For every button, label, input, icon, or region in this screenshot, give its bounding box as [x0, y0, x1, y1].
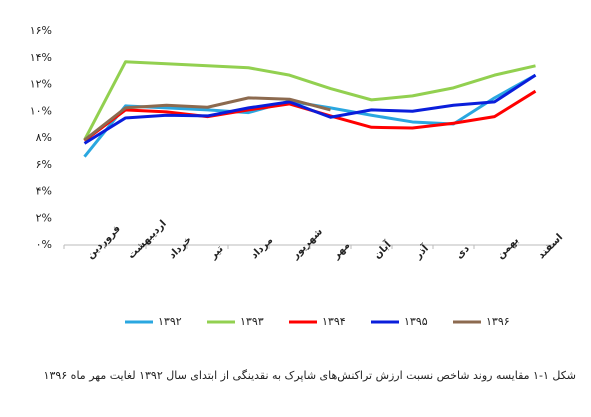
series-line	[83, 60, 536, 141]
y-tick-label: ۲%	[36, 211, 52, 224]
legend-label: ۱۳۹۳	[240, 315, 264, 328]
x-tick-label: مرداد	[249, 235, 275, 261]
x-tick-label: بهمن	[495, 235, 521, 261]
legend-label: ۱۳۹۶	[486, 315, 510, 328]
y-tick-label: ۱۲%	[30, 78, 52, 91]
y-tick-label: ۱۰%	[30, 104, 52, 117]
y-tick-label: ۸%	[36, 131, 52, 144]
chart-title: شکل ۱-۱ مقایسه روند شاخص نسبت ارزش تراکن…	[44, 369, 576, 382]
x-tick-label: اسفند	[536, 232, 565, 261]
legend-label: ۱۳۹۴	[322, 315, 346, 328]
legend-label: ۱۳۹۵	[404, 315, 428, 328]
y-tick-label: ۱۶%	[30, 24, 52, 37]
legend-label: ۱۳۹۲	[158, 315, 182, 328]
series-line	[83, 73, 537, 145]
x-tick-label: آبان	[371, 238, 394, 261]
y-tick-label: ۱۴%	[30, 51, 52, 64]
y-tick-label: ۰%	[36, 238, 52, 251]
x-tick-label: مهر	[330, 240, 352, 262]
x-tick-label: دی	[454, 243, 472, 261]
x-tick-label: فروردین	[85, 223, 123, 261]
x-tick-label: خرداد	[167, 234, 194, 261]
x-tick-label: اردیبهشت	[126, 218, 169, 261]
y-tick-label: ۴%	[36, 185, 52, 198]
series-line	[83, 96, 331, 142]
x-tick-label: تیر	[207, 243, 226, 262]
x-tick-label: شهریور	[289, 226, 325, 262]
y-tick-label: ۶%	[36, 158, 52, 171]
